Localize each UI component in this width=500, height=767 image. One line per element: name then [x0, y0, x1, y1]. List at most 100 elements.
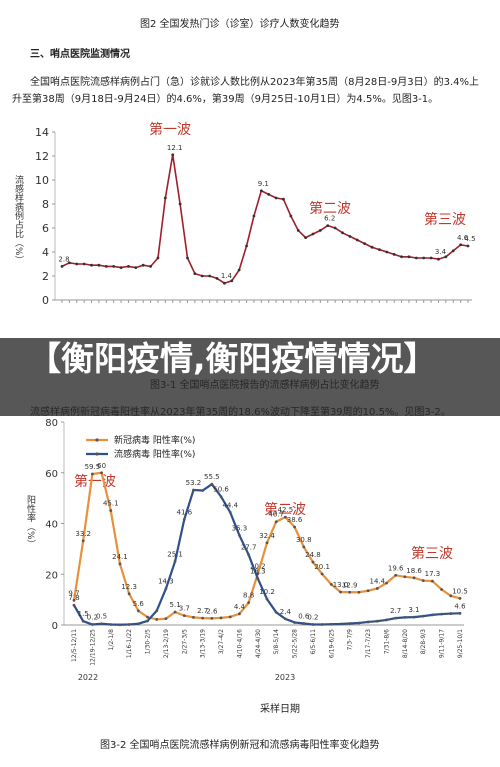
data-label: 7.8	[68, 594, 79, 602]
data-point	[82, 262, 86, 266]
data-label: 53.2	[186, 479, 202, 487]
data-point	[75, 262, 79, 266]
data-label: 24.8	[305, 551, 321, 559]
data-point	[182, 614, 186, 618]
data-point	[60, 265, 64, 268]
overlay-band	[0, 338, 500, 416]
data-point	[173, 610, 177, 614]
data-label: 4.5	[464, 235, 475, 243]
data-label: 18.6	[406, 567, 422, 575]
data-label: 1.4	[221, 272, 233, 280]
data-point	[100, 471, 103, 475]
data-point	[414, 256, 418, 260]
data-point	[155, 618, 159, 621]
data-point	[109, 509, 113, 512]
data-label: 40.7	[268, 511, 284, 519]
data-point	[164, 587, 168, 591]
data-point	[394, 616, 398, 620]
data-label: 32.4	[259, 532, 275, 540]
y-tick-label: 6	[42, 222, 49, 235]
annotation: 2023	[275, 673, 295, 682]
data-point	[112, 265, 116, 268]
data-point	[289, 214, 293, 218]
y-tick-label: 60	[45, 469, 58, 480]
figure-caption: 图2 全国发热门诊（诊室）诊疗人数变化趋势	[140, 19, 340, 30]
data-label: 2.7	[390, 607, 401, 615]
y-tick-label: 4	[42, 246, 49, 259]
data-label: 0.2	[87, 613, 98, 621]
data-point	[141, 263, 145, 267]
data-point	[421, 579, 425, 582]
data-label: 33.2	[75, 530, 91, 538]
data-label: 38.6	[287, 516, 303, 524]
x-tick-label: 8/14-8/20	[402, 629, 409, 658]
data-label: 13.0	[333, 581, 349, 589]
data-label: 41.6	[176, 508, 192, 516]
data-label: 5.6	[133, 600, 145, 608]
data-point	[109, 623, 113, 626]
data-point	[339, 590, 342, 594]
x-tick-label: 6/19-6/25	[328, 629, 335, 658]
data-point	[422, 256, 426, 260]
data-point	[357, 621, 361, 625]
data-label: 4.6	[454, 602, 466, 610]
data-point	[293, 621, 296, 624]
data-point	[81, 539, 85, 543]
data-point	[219, 495, 223, 499]
data-label: 50.6	[213, 486, 229, 494]
data-point	[259, 189, 263, 193]
data-point	[90, 623, 94, 626]
x-tick-label: 9/11-9/17	[439, 629, 446, 658]
data-label: 12.3	[121, 583, 137, 591]
data-point	[283, 515, 287, 519]
data-point	[394, 573, 398, 577]
data-label: 3.7	[179, 605, 190, 613]
data-point	[437, 257, 440, 261]
annotation: 第一波	[74, 473, 116, 490]
data-point	[219, 616, 223, 620]
data-point	[247, 553, 251, 557]
data-point	[119, 266, 123, 269]
data-point	[341, 231, 344, 235]
data-point	[274, 610, 278, 614]
data-point	[370, 245, 374, 249]
data-point	[320, 623, 324, 626]
data-point	[302, 545, 306, 549]
x-tick-label: 7/17-7/23	[365, 629, 372, 658]
data-point	[171, 153, 175, 157]
data-label: 1.5	[78, 610, 89, 618]
x-tick-label: 4/24-4/30	[255, 629, 262, 658]
data-label: 4.4	[234, 603, 246, 611]
x-tick-label: 8/28-9/3	[420, 629, 427, 654]
data-point	[431, 613, 434, 617]
data-point	[363, 242, 367, 246]
data-label: 5.1	[170, 601, 181, 609]
data-point	[230, 279, 234, 283]
data-label: 45.1	[103, 500, 119, 508]
data-point	[201, 616, 205, 620]
x-tick-label: 1/2-1/8	[108, 629, 115, 651]
x-tick-label: 4/10-4/16	[236, 629, 243, 658]
data-point	[366, 589, 370, 593]
legend-label: 新冠病毒 阳性率(%)	[114, 434, 195, 446]
data-point	[127, 265, 130, 268]
data-point	[320, 572, 324, 576]
data-label: 44.4	[222, 501, 238, 509]
data-point	[318, 229, 322, 232]
data-point	[178, 202, 182, 206]
data-point	[265, 597, 269, 601]
x-axis-label: 采样日期	[260, 702, 300, 715]
data-point	[245, 244, 248, 248]
data-label: 9.1	[258, 180, 269, 188]
data-point	[440, 612, 444, 616]
data-point	[282, 197, 285, 201]
data-point	[431, 579, 434, 583]
data-point	[90, 263, 93, 267]
x-tick-label: 12/5-12/11	[71, 629, 78, 662]
data-label: 12.1	[167, 144, 183, 152]
section-heading: 三、哨点医院监测情况	[30, 49, 130, 60]
data-point	[81, 619, 85, 623]
data-point	[407, 255, 411, 259]
data-point	[210, 617, 214, 620]
x-tick-label: 3/13-3/19	[200, 629, 207, 658]
